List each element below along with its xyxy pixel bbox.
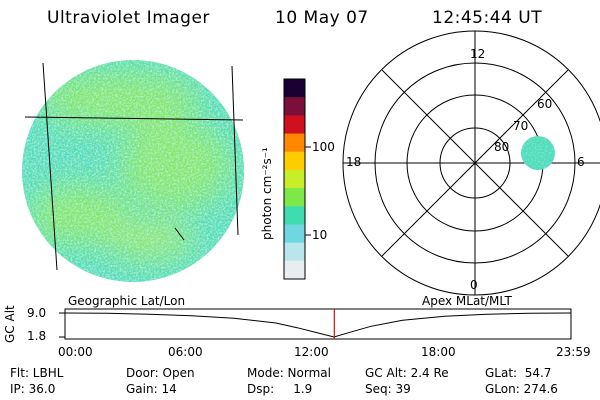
glat-value: GLat: 54.7 <box>485 366 552 380</box>
mlt-label-18: 18 <box>346 155 362 169</box>
mlat-ring-80: 80 <box>494 140 510 154</box>
mode-value: Mode: Normal <box>247 366 331 380</box>
uv-earth-image <box>22 60 244 282</box>
glon-value: GLon: 274.6 <box>485 382 558 396</box>
xtick-1800: 18:00 <box>421 345 456 359</box>
colorbar <box>283 78 311 280</box>
altitude-series-line <box>64 312 572 338</box>
colorbar-band <box>284 242 305 262</box>
altitude-ytick-max: 9.0 <box>27 306 47 320</box>
colorbar-band <box>284 151 305 171</box>
seq-value: Seq: 39 <box>365 382 411 396</box>
colorbar-tick-100: 100 <box>312 140 335 154</box>
altitude-ylabel: GC Alt <box>3 305 17 343</box>
mlat-ring-70: 70 <box>513 119 529 133</box>
colorbar-band <box>284 260 305 280</box>
xtick-2359: 23:59 <box>556 345 591 359</box>
dsp-value: Dsp: 1.9 <box>247 382 313 396</box>
colorbar-unit-label: photon cm⁻²s⁻¹ <box>260 147 274 240</box>
left-panel-caption: Geographic Lat/Lon <box>68 294 186 308</box>
altitude-line <box>64 312 572 338</box>
colorbar-band <box>284 224 305 244</box>
xtick-0000: 00:00 <box>58 345 93 359</box>
polar-plot <box>342 30 600 296</box>
mlat-ring-60: 60 <box>537 97 553 111</box>
gc-alt-value: GC Alt: 2.4 Re <box>365 366 449 380</box>
colorbar-band <box>284 206 305 225</box>
altitude-plot <box>59 308 572 340</box>
mlt-label-0: 0 <box>470 278 478 292</box>
colorbar-band <box>284 169 305 189</box>
colorbar-band <box>284 97 305 116</box>
xtick-1200: 12:00 <box>294 345 329 359</box>
instrument-title: Ultraviolet Imager <box>47 8 210 28</box>
mlt-label-6: 6 <box>577 155 585 169</box>
xtick-0600: 06:00 <box>168 345 203 359</box>
filter-value: Flt: LBHL <box>10 366 64 380</box>
observation-date: 10 May 07 <box>275 8 369 28</box>
colorbar-band <box>284 115 305 135</box>
colorbar-band <box>284 133 305 153</box>
right-panel-caption: Apex MLat/MLT <box>422 294 512 308</box>
gain-value: Gain: 14 <box>126 382 177 396</box>
door-status: Door: Open <box>126 366 195 380</box>
aurora-patch <box>521 136 555 170</box>
altitude-ytick-min: 1.8 <box>27 329 47 343</box>
ip-value: IP: 36.0 <box>10 382 56 396</box>
colorbar-band <box>284 79 305 98</box>
colorbar-band <box>284 188 305 207</box>
observation-time: 12:45:44 UT <box>432 8 543 28</box>
colorbar-tick-10: 10 <box>312 228 328 242</box>
mlt-label-12: 12 <box>470 47 486 61</box>
